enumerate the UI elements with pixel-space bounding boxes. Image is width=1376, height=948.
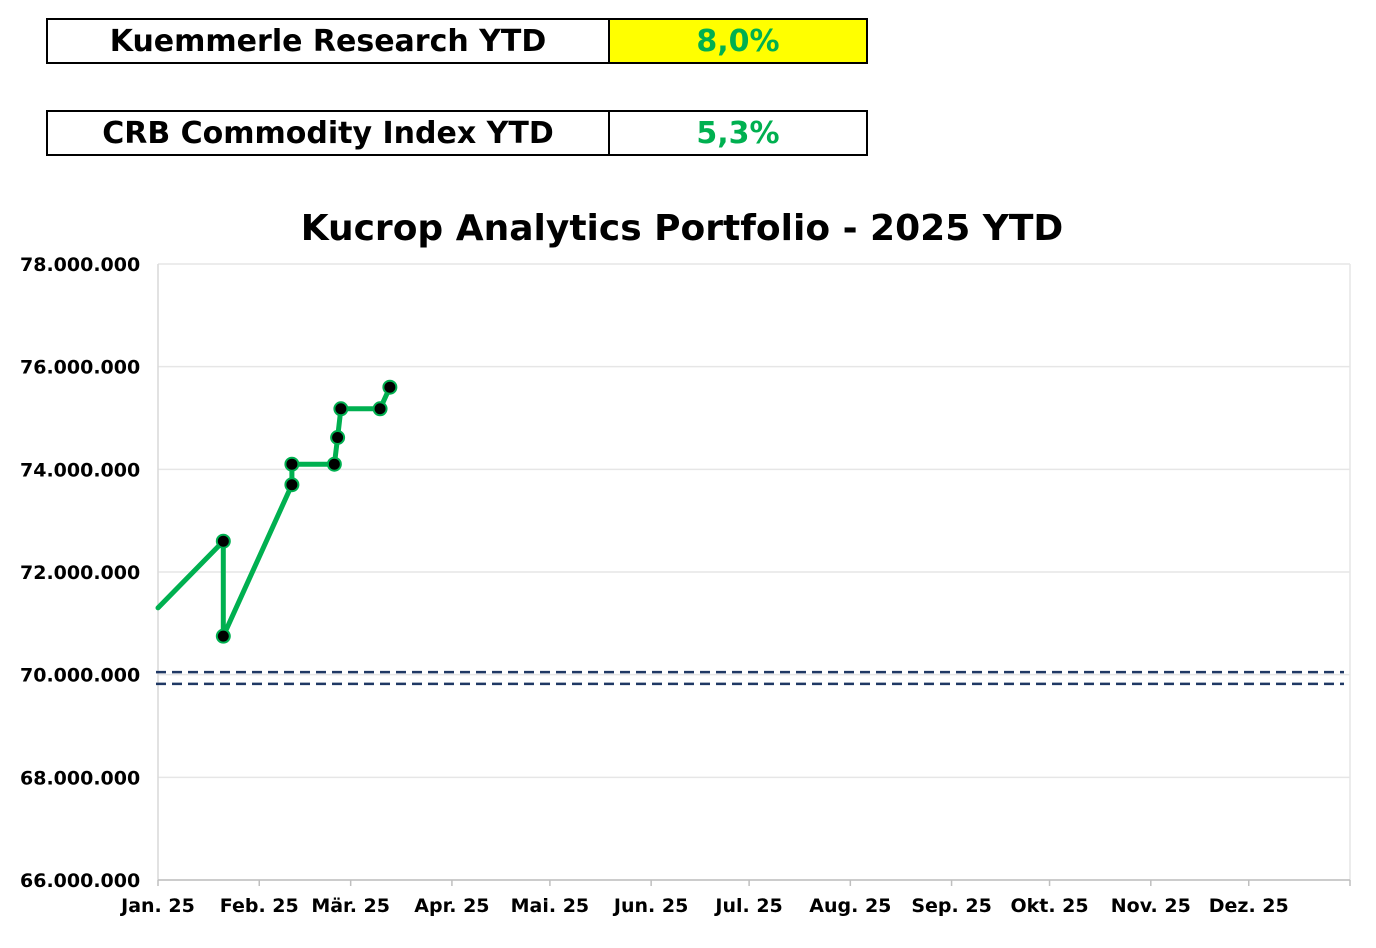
data-point — [284, 477, 300, 493]
kpi-value: 5,3% — [610, 112, 866, 154]
y-tick-label: 74.000.000 — [20, 459, 140, 481]
y-tick-label: 68.000.000 — [20, 767, 140, 789]
series — [155, 379, 398, 644]
grid — [158, 263, 1351, 881]
data-point — [372, 401, 388, 417]
y-tick-label: 70.000.000 — [20, 665, 140, 687]
y-tick-label: 76.000.000 — [20, 357, 140, 379]
x-tick-label: Apr. 25 — [414, 895, 489, 917]
data-point — [330, 430, 346, 446]
data-point — [284, 456, 300, 472]
data-point — [333, 401, 349, 417]
x-tick-label: Aug. 25 — [809, 895, 891, 917]
x-tick-label: Jul. 25 — [713, 895, 782, 917]
x-tick-label: Mai. 25 — [511, 895, 590, 917]
kpi-value: 8,0% — [610, 20, 866, 62]
y-tick-label: 66.000.000 — [20, 870, 140, 892]
kpi-label: CRB Commodity Index YTD — [48, 112, 610, 154]
x-axis-ticks: Jan. 25 Feb. 25 Mär. 25 Apr. 25 Mai. 25 Jun. … — [119, 895, 1289, 917]
kpi-box-kuemmerle: Kuemmerle Research YTD 8,0% — [46, 18, 868, 64]
x-tick-label: Dez. 25 — [1209, 895, 1289, 917]
y-axis-ticks: 66.000.000 68.000.000 70.000.000 72.000.000… — [20, 254, 140, 892]
data-point — [326, 456, 342, 472]
x-tick-label: Jan. 25 — [119, 895, 195, 917]
x-tick-label: Sep. 25 — [911, 895, 991, 917]
data-point — [215, 533, 231, 549]
kpi-box-crb: CRB Commodity Index YTD 5,3% — [46, 110, 868, 156]
x-tick-label: Nov. 25 — [1111, 895, 1191, 917]
data-point — [215, 628, 231, 644]
data-point — [382, 379, 398, 395]
y-tick-label: 78.000.000 — [20, 254, 140, 276]
axes — [157, 264, 1351, 886]
reference-lines — [156, 670, 1344, 686]
y-tick-label: 72.000.000 — [20, 562, 140, 584]
kpi-label: Kuemmerle Research YTD — [48, 20, 610, 62]
chart-title: Kucrop Analytics Portfolio - 2025 YTD — [301, 208, 1064, 249]
x-tick-label: Jun. 25 — [612, 895, 688, 917]
x-tick-label: Okt. 25 — [1010, 895, 1088, 917]
x-tick-label: Feb. 25 — [220, 895, 299, 917]
series-line — [155, 384, 393, 639]
x-tick-label: Mär. 25 — [311, 895, 390, 917]
